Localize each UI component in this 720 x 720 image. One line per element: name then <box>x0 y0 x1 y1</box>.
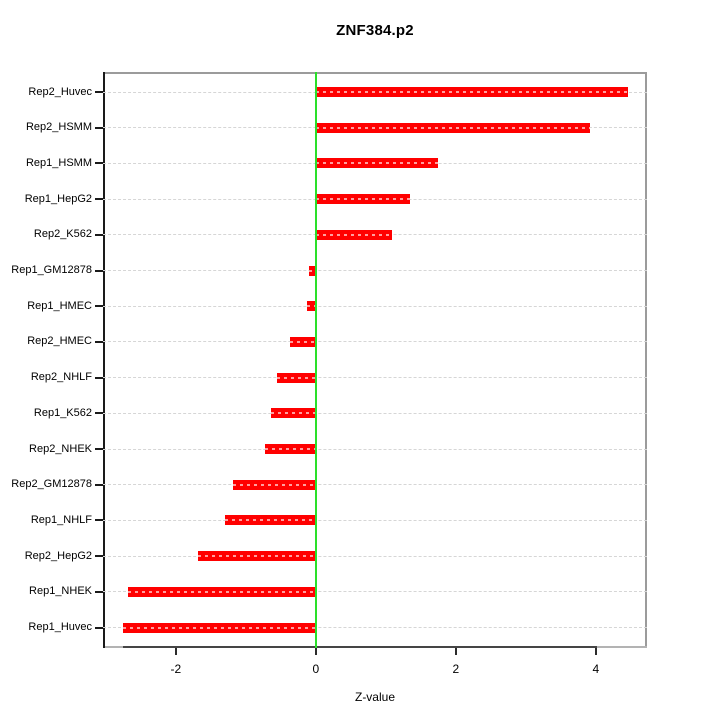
category-label: Rep2_HSMM <box>25 121 92 134</box>
category-label: Rep1_K562 <box>33 406 92 419</box>
category-label: Rep1_NHEK <box>29 585 92 598</box>
gridline <box>103 377 647 379</box>
x-tick-label: 0 <box>312 662 320 676</box>
gridline <box>103 484 647 486</box>
category-label: Rep2_GM12878 <box>11 478 92 491</box>
gridline <box>103 305 647 307</box>
category-label: Rep1_HepG2 <box>24 192 92 205</box>
x-axis-title: Z-value <box>354 690 395 704</box>
gridline <box>103 627 647 628</box>
chart-title: ZNF384.p2 <box>336 22 414 39</box>
bar-Rep2_NHEK <box>264 444 316 454</box>
gridline <box>103 412 647 414</box>
bar-Rep1_NHEK <box>127 586 317 597</box>
bar-Rep1_K562 <box>271 408 316 419</box>
y-tick <box>95 483 103 486</box>
x-tick <box>174 648 177 655</box>
category-label: Rep2_HMEC <box>27 335 92 348</box>
x-tick-label: 2 <box>452 662 460 676</box>
gridline <box>103 555 647 557</box>
category-label: Rep1_NHLF <box>30 513 92 526</box>
y-axis-line <box>103 72 105 648</box>
y-tick <box>95 233 103 236</box>
y-tick <box>95 91 103 93</box>
category-label: Rep2_HepG2 <box>24 549 92 562</box>
x-tick <box>594 648 597 655</box>
bar-Rep2_Huvec <box>315 87 629 97</box>
y-tick <box>95 519 103 522</box>
zero-line <box>314 72 317 648</box>
y-tick <box>95 626 103 629</box>
category-label: Rep1_GM12878 <box>11 264 92 276</box>
category-label: Rep1_HMEC <box>27 299 92 312</box>
y-tick <box>95 305 103 308</box>
bar-Rep1_NHLF <box>224 515 316 526</box>
y-tick <box>95 340 103 343</box>
bar-Rep1_HSMM <box>315 158 439 169</box>
bar-Rep2_K562 <box>315 229 393 240</box>
category-label: Rep2_K562 <box>33 228 92 241</box>
y-tick <box>95 555 103 558</box>
gridline <box>103 591 647 593</box>
y-tick <box>95 126 103 129</box>
category-label: Rep2_Huvec <box>28 85 92 98</box>
x-tick-label: 4 <box>592 662 600 676</box>
x-tick <box>314 648 317 655</box>
y-tick <box>95 412 103 415</box>
y-tick <box>95 448 103 450</box>
y-tick <box>95 198 103 201</box>
bar-Rep2_HSMM <box>315 122 590 133</box>
gridline <box>103 519 647 521</box>
bar-Rep1_Huvec <box>122 622 317 633</box>
category-label: Rep2_NHLF <box>30 371 92 384</box>
gridline <box>103 448 647 450</box>
y-tick <box>95 269 103 272</box>
category-label: Rep1_Huvec <box>28 621 92 633</box>
bar-Rep2_HepG2 <box>197 551 317 562</box>
x-tick <box>454 648 457 655</box>
category-label: Rep2_NHEK <box>29 442 92 455</box>
bar-Rep2_NHLF <box>277 372 316 383</box>
gridline <box>103 341 647 343</box>
plot-border-right <box>645 72 647 648</box>
x-axis-line <box>123 646 597 648</box>
x-tick-label: -2 <box>170 662 182 676</box>
bar-Rep1_HMEC <box>307 301 317 312</box>
bar-Rep2_GM12878 <box>232 479 317 490</box>
bar-Rep1_GM12878 <box>308 265 316 276</box>
bar-Rep1_HepG2 <box>315 194 410 205</box>
gridline <box>103 270 647 271</box>
category-label: Rep1_HSMM <box>25 156 92 169</box>
y-tick <box>95 590 103 593</box>
plot-area: -2 0 2 4 <box>95 72 647 676</box>
bar-Rep2_HMEC <box>289 336 316 347</box>
y-tick <box>95 376 103 379</box>
plot-border-top <box>103 72 647 74</box>
y-tick <box>95 162 103 165</box>
